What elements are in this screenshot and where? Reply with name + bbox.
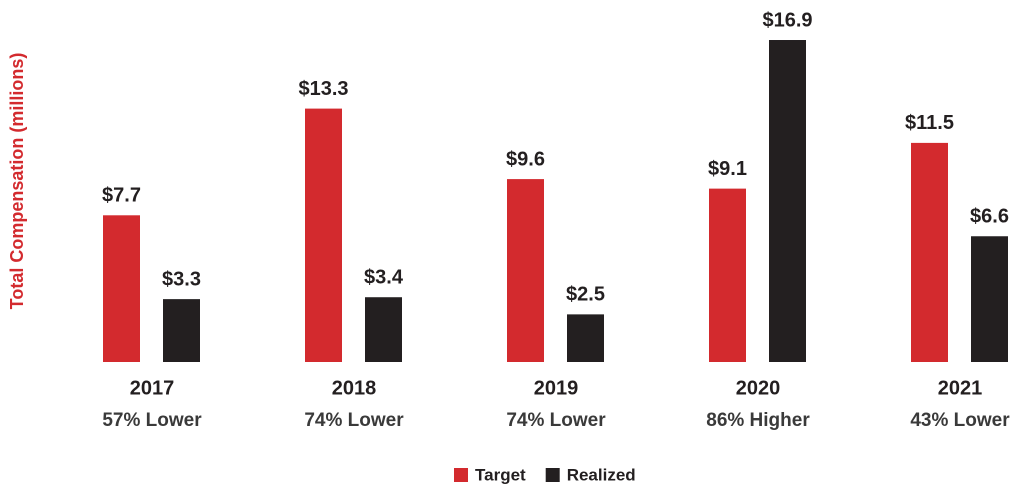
category-note: 57% Lower bbox=[102, 410, 202, 431]
value-label: $3.3 bbox=[162, 268, 201, 290]
y-axis-label: Total Compensation (millions) bbox=[7, 53, 27, 310]
value-label: $9.6 bbox=[506, 148, 545, 170]
value-label: $3.4 bbox=[364, 267, 404, 289]
value-label: $7.7 bbox=[102, 185, 141, 207]
value-label: $11.5 bbox=[905, 112, 954, 134]
value-label: $13.3 bbox=[298, 78, 348, 100]
category-note: 43% Lower bbox=[910, 410, 1010, 431]
x-tick-label: 2020 bbox=[736, 377, 781, 399]
x-tick-label: 2021 bbox=[938, 377, 983, 399]
bar bbox=[103, 215, 140, 362]
value-label: $2.5 bbox=[566, 284, 605, 306]
legend-label: Realized bbox=[567, 465, 636, 484]
legend-swatch bbox=[454, 468, 468, 482]
x-tick-label: 2018 bbox=[332, 377, 377, 399]
bar bbox=[971, 236, 1008, 362]
bar bbox=[709, 188, 746, 362]
x-tick-label: 2017 bbox=[130, 377, 175, 399]
legend-label: Target bbox=[475, 465, 526, 484]
bar bbox=[567, 314, 604, 362]
bar bbox=[163, 299, 200, 362]
bar bbox=[769, 40, 806, 362]
legend-swatch bbox=[545, 468, 560, 482]
category-note: 74% Lower bbox=[506, 410, 606, 431]
value-label: $9.1 bbox=[708, 158, 747, 180]
x-tick-label: 2019 bbox=[534, 377, 579, 399]
bar bbox=[365, 297, 402, 362]
category-note: 74% Lower bbox=[304, 410, 404, 431]
value-label: $16.9 bbox=[762, 9, 812, 31]
value-label: $6.6 bbox=[970, 206, 1009, 228]
category-note: 86% Higher bbox=[706, 410, 810, 431]
bar bbox=[911, 142, 948, 362]
bar bbox=[507, 179, 544, 362]
bar bbox=[305, 108, 342, 362]
